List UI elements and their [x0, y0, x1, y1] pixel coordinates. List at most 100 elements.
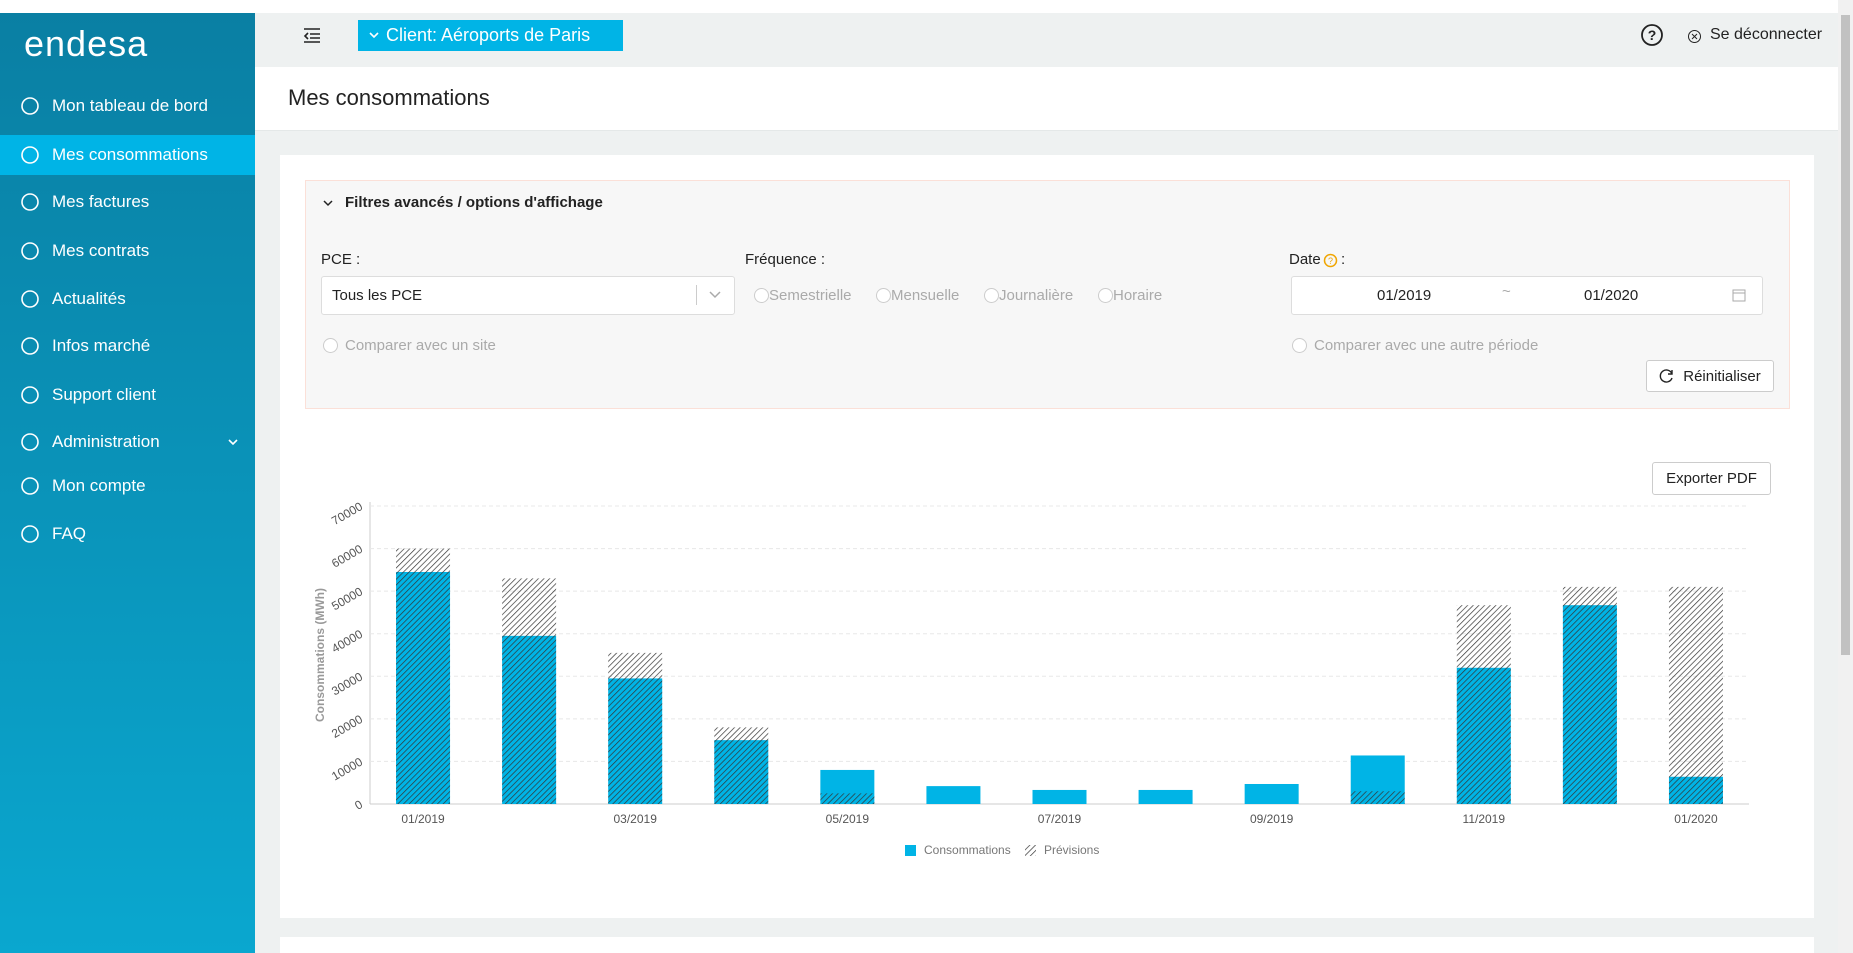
nav-item[interactable]: Mon tableau de bord [0, 86, 255, 126]
frequency-option[interactable]: Mensuelle [891, 287, 960, 304]
divider [696, 285, 697, 305]
frequency-option[interactable]: Journalière [999, 287, 1074, 304]
legend-swatch [905, 845, 916, 856]
date-help-icon[interactable]: ? [1323, 253, 1338, 268]
nav-label: Mes factures [52, 192, 150, 211]
y-tick-label: 60000 [329, 542, 365, 571]
date-from: 01/2019 [1377, 287, 1432, 304]
bar [1350, 791, 1405, 804]
title-bar: Mes consommations [255, 67, 1838, 131]
colon: : [1341, 251, 1346, 268]
nav-icon [21, 242, 39, 260]
x-tick-label: 11/2019 [1463, 812, 1506, 826]
logo[interactable]: endesa [24, 23, 149, 64]
y-tick-label: 10000 [329, 754, 365, 783]
y-tick-label: 70000 [329, 499, 365, 528]
date-label: Date [1289, 251, 1321, 268]
chevron [369, 31, 379, 38]
radio[interactable] [323, 338, 338, 353]
x-tick-label: 01/2019 [401, 812, 445, 826]
nav-item[interactable]: Mes factures [0, 182, 255, 222]
icon-shape [21, 193, 39, 211]
bar [1032, 789, 1087, 804]
dropdown-icon [709, 291, 721, 299]
scrollbar-thumb[interactable] [1841, 15, 1850, 655]
nav-item[interactable]: Mon compte [0, 466, 255, 506]
bar [502, 578, 557, 804]
icon-shape [21, 433, 39, 451]
logout-icon[interactable] [1687, 29, 1702, 44]
logout[interactable]: Se déconnecter [1710, 26, 1823, 43]
nav-label: Mon tableau de bord [52, 96, 208, 115]
filter-panel: Filtres avancés / options d'affichage PC… [305, 180, 1790, 409]
nav-item[interactable]: Infos marché [0, 326, 255, 366]
radio[interactable] [1292, 338, 1307, 353]
nav-item[interactable]: Actualités [0, 279, 255, 319]
nav-icon [21, 477, 39, 495]
chevron-shape [228, 439, 238, 446]
calendar-icon [1732, 289, 1746, 302]
bar [396, 548, 451, 804]
icon-shape [21, 97, 39, 115]
nav-icon [21, 193, 39, 211]
y-tick-label: 20000 [329, 712, 365, 741]
bar [820, 793, 875, 804]
y-tick-label: 40000 [329, 627, 365, 656]
nav-item[interactable]: Mes contrats [0, 231, 255, 271]
nav-item[interactable]: FAQ [0, 514, 255, 554]
legend-item[interactable]: Prévisions [1025, 843, 1099, 857]
compare-site[interactable]: Comparer avec un site [345, 337, 496, 354]
reset-label: Réinitialiser [1683, 367, 1761, 385]
date-separator: ~ [1502, 283, 1511, 300]
page-title: Mes consommations [288, 85, 490, 110]
nav-item[interactable]: Support client [0, 375, 255, 415]
reset-icon [1659, 369, 1673, 383]
radio[interactable] [754, 288, 769, 303]
icon-shape [21, 337, 39, 355]
icon-shape [21, 525, 39, 543]
nav-icon [21, 386, 39, 404]
y-tick-label: 0 [352, 797, 365, 813]
icon-shape [21, 290, 39, 308]
radio[interactable] [1098, 288, 1113, 303]
bar [1138, 789, 1193, 804]
frequency-label: Fréquence : [745, 251, 826, 268]
menu-toggle[interactable] [302, 26, 322, 44]
icon-shape [21, 242, 39, 260]
bar [926, 786, 981, 804]
x-tick-label: 05/2019 [826, 812, 870, 826]
x-tick-label: 07/2019 [1038, 812, 1082, 826]
bar [608, 652, 663, 804]
compare-period[interactable]: Comparer avec une autre période [1314, 337, 1539, 354]
export-button[interactable]: Exporter PDF [1652, 462, 1771, 495]
nav-icon [21, 433, 39, 451]
bar [1456, 605, 1511, 804]
legend-item[interactable]: Consommations [905, 843, 1011, 857]
reset-button[interactable]: Réinitialiser [1646, 360, 1774, 392]
frequency-option[interactable]: Semestrielle [769, 287, 852, 304]
radio[interactable] [876, 288, 891, 303]
nav-icon [21, 525, 39, 543]
nav-icon [21, 290, 39, 308]
date-range[interactable]: 01/2019 ~ 01/2020 [1291, 276, 1763, 315]
pce-select[interactable]: Tous les PCE [321, 276, 735, 315]
radio[interactable] [984, 288, 999, 303]
nav-icon [21, 97, 39, 115]
y-tick-label: 30000 [329, 669, 365, 698]
nav-item[interactable]: Mes consommations [0, 135, 255, 175]
filter-title[interactable]: Filtres avancés / options d'affichage [345, 194, 603, 211]
pce-value: Tous les PCE [332, 287, 423, 304]
date-to: 01/2020 [1584, 287, 1639, 304]
client-select[interactable]: Client: Aéroports de Paris [358, 20, 623, 51]
export-label: Exporter PDF [1666, 470, 1757, 487]
help-icon[interactable]: ? [1640, 23, 1664, 47]
icon-shape [21, 146, 39, 164]
frequency-option[interactable]: Horaire [1113, 287, 1163, 304]
sidebar: endesa Mon tableau de bord Mes consommati… [0, 13, 255, 953]
card [280, 937, 1814, 953]
collapse-icon[interactable] [322, 197, 334, 209]
nav-label: Administration [52, 432, 160, 451]
nav-item[interactable]: Administration [0, 422, 255, 462]
nav-label: FAQ [52, 524, 87, 543]
